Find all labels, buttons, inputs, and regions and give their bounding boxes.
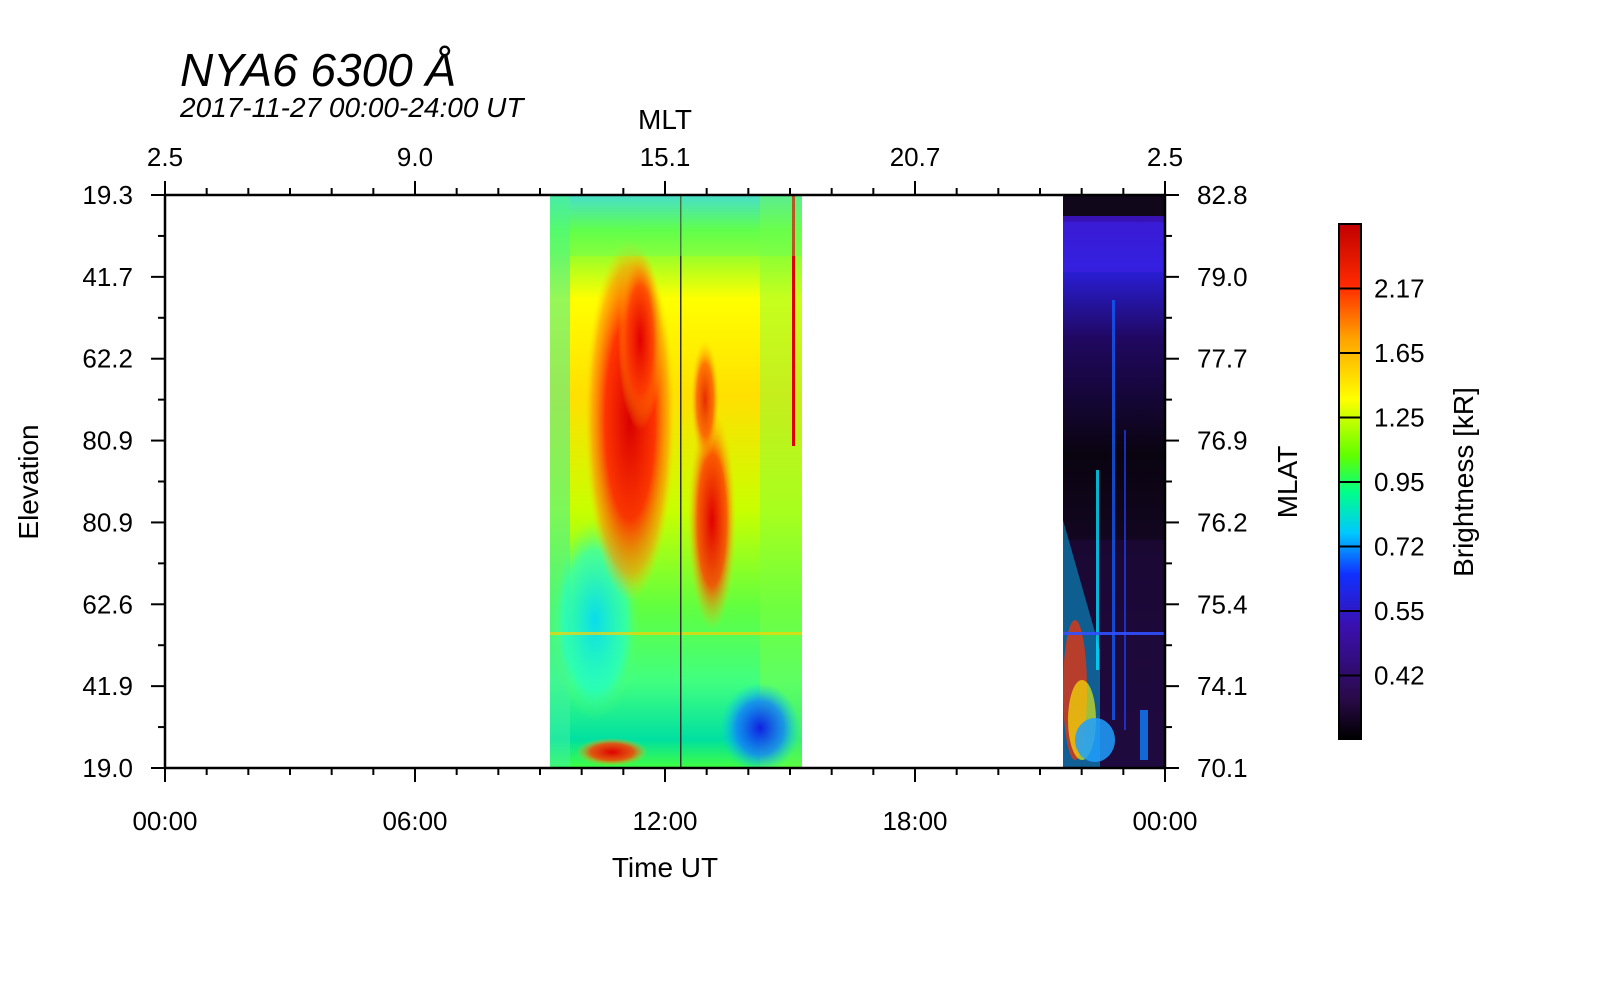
colorbar-title: Brightness [kR] bbox=[1448, 387, 1479, 577]
axis-ticks bbox=[151, 181, 1179, 782]
y-axis-title: Elevation bbox=[13, 424, 44, 539]
x-top-tick-label: 20.7 bbox=[890, 142, 941, 172]
x-axis-title: Time UT bbox=[612, 852, 718, 883]
y-right-tick-label: 79.0 bbox=[1197, 262, 1248, 292]
x-top-tick-label: 2.5 bbox=[147, 142, 183, 172]
x-top-tick-label: 15.1 bbox=[640, 142, 691, 172]
y-right-tick-label: 75.4 bbox=[1197, 589, 1248, 619]
x-top-tick-label: 9.0 bbox=[397, 142, 433, 172]
colorbar-tick-label: 2.17 bbox=[1374, 274, 1425, 304]
y-tick-label: 80.9 bbox=[82, 507, 133, 537]
x-top-axis-title: MLT bbox=[638, 104, 692, 135]
y-right-tick-label: 77.7 bbox=[1197, 344, 1248, 374]
chart-title: NYA6 6300 Å bbox=[180, 44, 456, 96]
y-tick-label: 62.2 bbox=[82, 344, 133, 374]
colorbar-tick-label: 1.25 bbox=[1374, 403, 1425, 433]
chart-subtitle: 2017-11-27 00:00-24:00 UT bbox=[179, 92, 525, 123]
x-tick-label: 12:00 bbox=[632, 806, 697, 836]
heatmap-day-interval bbox=[550, 196, 802, 768]
colorbar-tick-label: 0.72 bbox=[1374, 532, 1425, 562]
y-right-tick-label: 76.2 bbox=[1197, 507, 1248, 537]
colorbar-tick-label: 1.65 bbox=[1374, 338, 1425, 368]
y-tick-label: 80.9 bbox=[82, 426, 133, 456]
y-tick-label: 41.9 bbox=[82, 671, 133, 701]
y-tick-label: 19.3 bbox=[82, 180, 133, 210]
x-axis-top: 2.5 9.0 15.1 20.7 2.5 bbox=[147, 142, 1183, 172]
heatmap-night-interval bbox=[1063, 196, 1164, 768]
colorbar-tick-label: 0.95 bbox=[1374, 467, 1425, 497]
x-tick-label: 18:00 bbox=[882, 806, 947, 836]
x-axis-bottom: 00:00 06:00 12:00 18:00 00:00 bbox=[132, 806, 1197, 836]
y-right-tick-label: 82.8 bbox=[1197, 180, 1248, 210]
y-tick-label: 41.7 bbox=[82, 262, 133, 292]
x-tick-label: 06:00 bbox=[382, 806, 447, 836]
y-right-tick-label: 70.1 bbox=[1197, 753, 1248, 783]
x-tick-label: 00:00 bbox=[1132, 806, 1197, 836]
x-top-tick-label: 2.5 bbox=[1147, 142, 1183, 172]
y-right-tick-label: 76.9 bbox=[1197, 426, 1248, 456]
y-tick-label: 19.0 bbox=[82, 753, 133, 783]
colorbar-tick-label: 0.55 bbox=[1374, 596, 1425, 626]
y-axis-right: 82.8 79.0 77.7 76.9 76.2 75.4 74.1 70.1 bbox=[1197, 180, 1248, 783]
x-tick-label: 00:00 bbox=[132, 806, 197, 836]
colorbar: 2.17 1.65 1.25 0.95 0.72 0.55 0.42 bbox=[1338, 223, 1425, 740]
colorbar-tick-label: 0.42 bbox=[1374, 661, 1425, 691]
y-right-tick-label: 74.1 bbox=[1197, 671, 1248, 701]
y-axis-left: 19.3 41.7 62.2 80.9 80.9 62.6 41.9 19.0 bbox=[82, 180, 133, 783]
y-tick-label: 62.6 bbox=[82, 589, 133, 619]
y-right-axis-title: MLAT bbox=[1272, 446, 1303, 519]
